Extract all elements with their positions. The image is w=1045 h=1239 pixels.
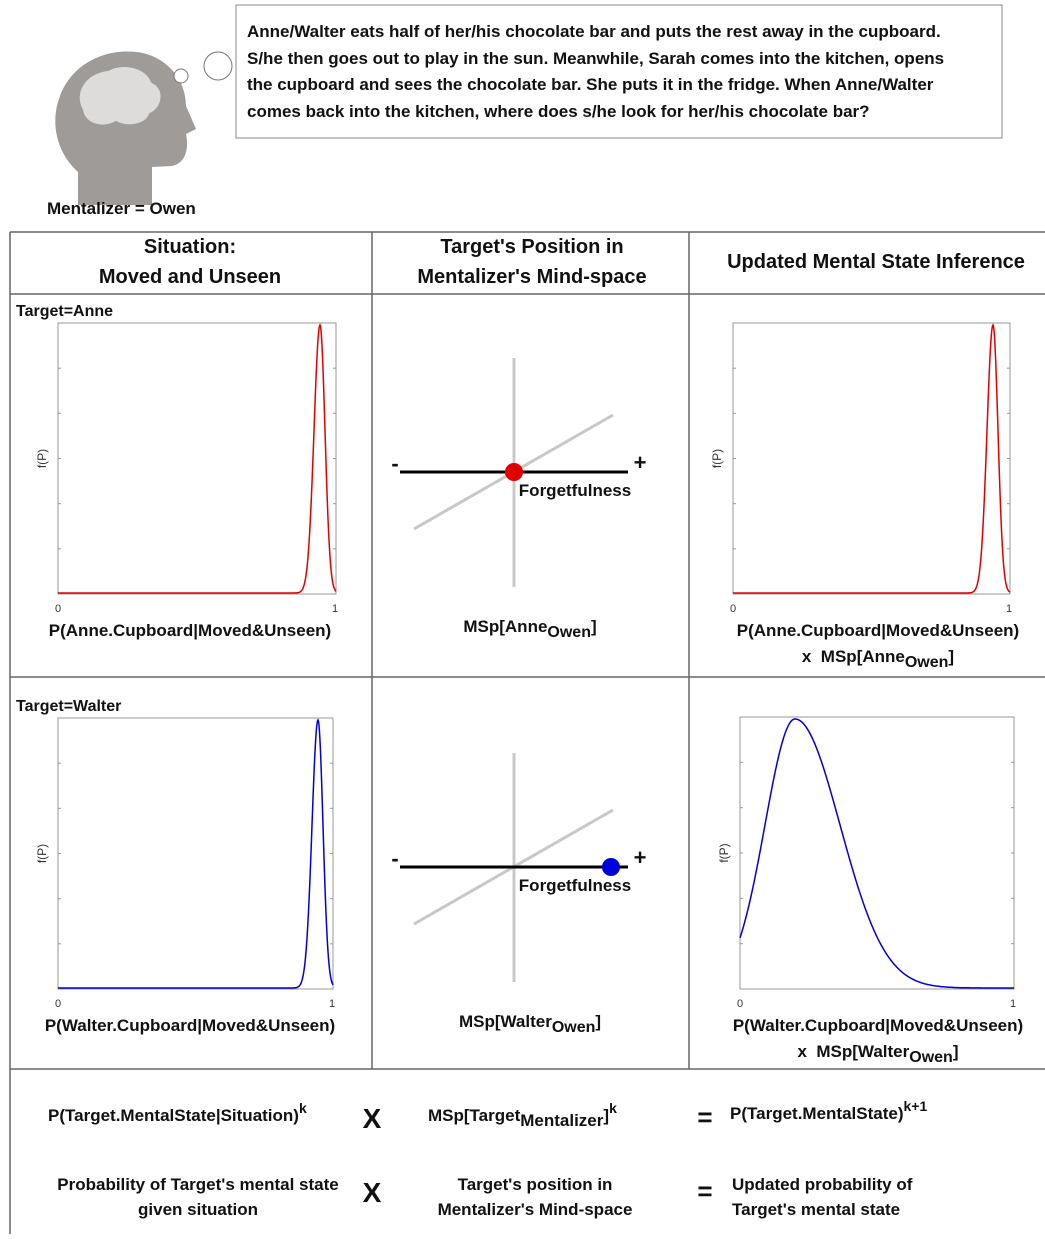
label-text: x MSp[Anne: [802, 647, 905, 666]
thought-bubble: [174, 69, 188, 83]
y-axis-label: f(P): [717, 843, 731, 862]
label-sub: Owen: [547, 624, 591, 641]
x-tick-label: 0: [55, 998, 61, 1010]
mentalizer-label: Mentalizer = Owen: [47, 199, 196, 218]
x-tick-label: 1: [1010, 998, 1016, 1010]
x-axis-label: P(Walter.Cupboard|Moved&Unseen): [45, 1016, 335, 1035]
label-text: MSp[Walter: [459, 1012, 552, 1031]
formula-times: X: [363, 1103, 382, 1134]
axis-plus: +: [634, 450, 647, 475]
target-label: Target=Anne: [16, 303, 113, 320]
axis-plus: +: [634, 845, 647, 870]
formula-text: MSp[Target: [428, 1106, 521, 1125]
formula-desc: Target's mental state: [732, 1200, 900, 1219]
x-tick-label: 1: [329, 998, 335, 1010]
label-sub: Owen: [909, 1049, 953, 1066]
formula-times: X: [363, 1177, 382, 1208]
formula-term: MSp[TargetMentalizer]k: [428, 1100, 617, 1130]
x-axis-label: x MSp[AnneOwen]: [802, 647, 954, 671]
x-tick-label: 0: [737, 998, 743, 1010]
plot-frame: [58, 718, 333, 989]
label-text: MSp[Anne: [463, 617, 547, 636]
story-line: comes back into the kitchen, where does …: [247, 102, 870, 121]
formula-term: P(Target.MentalState)k+1: [730, 1098, 927, 1123]
formula-text: P(Target.MentalState): [730, 1104, 904, 1123]
story-line: Anne/Walter eats half of her/his chocola…: [247, 22, 941, 41]
formula-sup: k+1: [904, 1098, 928, 1114]
formula-desc: given situation: [138, 1200, 258, 1219]
page: {"thought": {"story_lines": ["Anne/Walte…: [0, 0, 1045, 1239]
x-axis-label: P(Walter.Cupboard|Moved&Unseen): [733, 1016, 1023, 1035]
formula-text: P(Target.MentalState|Situation): [48, 1106, 299, 1125]
label-sub: Owen: [905, 654, 949, 671]
formula-desc: Mentalizer's Mind-space: [438, 1200, 633, 1219]
axis-label: Forgetfulness: [519, 481, 631, 500]
x-tick-label: 0: [55, 603, 61, 615]
axis-minus: -: [391, 451, 398, 476]
target-position: [602, 858, 620, 876]
plot-frame: [740, 717, 1014, 989]
x-tick-label: 0: [730, 603, 736, 615]
story-line: S/he then goes out to play in the sun. M…: [247, 49, 944, 68]
y-axis-label: f(P): [710, 449, 724, 468]
formula-equals: =: [697, 1102, 712, 1132]
axis-minus: -: [391, 846, 398, 871]
body: Anne/Walter eats half of her/his chocola…: [0, 0, 1045, 1239]
label-text: ]: [948, 647, 954, 666]
header: Mentalizer's Mind-space: [417, 266, 646, 288]
story-line: the cupboard and sees the chocolate bar.…: [247, 75, 934, 94]
plot-frame: [733, 323, 1010, 594]
x-axis-label: P(Anne.Cupboard|Moved&Unseen): [737, 621, 1019, 640]
header: Updated Mental State Inference: [727, 251, 1025, 273]
header: Target's Position in: [440, 236, 623, 258]
formula-equals: =: [697, 1176, 712, 1206]
y-axis-label: f(P): [35, 844, 49, 863]
target-label: Target=Walter: [16, 698, 121, 715]
label-text: ]: [591, 617, 597, 636]
header: Moved and Unseen: [99, 266, 281, 288]
formula-term: P(Target.MentalState|Situation)k: [48, 1100, 307, 1125]
label-text: x MSp[Walter: [797, 1042, 909, 1061]
x-tick-label: 1: [1006, 603, 1012, 615]
formula-desc: Updated probability of: [732, 1175, 913, 1194]
x-axis-label: x MSp[WalterOwen]: [797, 1042, 958, 1066]
mind-space-label: MSp[WalterOwen]: [459, 1012, 601, 1036]
x-axis-label: P(Anne.Cupboard|Moved&Unseen): [49, 621, 331, 640]
thought-bubble: [204, 52, 232, 80]
figure: Anne/Walter eats half of her/his chocola…: [0, 0, 1045, 1234]
mind-space-label: MSp[AnneOwen]: [463, 617, 596, 641]
axis-label: Forgetfulness: [519, 876, 631, 895]
label-sub: Owen: [552, 1019, 596, 1036]
formula-sup: k: [609, 1100, 617, 1116]
target-position: [505, 463, 523, 481]
formula-sup: k: [299, 1100, 307, 1116]
label-text: ]: [953, 1042, 959, 1061]
plot-frame: [58, 323, 336, 594]
formula-desc: Probability of Target's mental state: [57, 1175, 338, 1194]
y-axis-label: f(P): [35, 449, 49, 468]
formula-desc: Target's position in: [458, 1175, 613, 1194]
x-tick-label: 1: [332, 603, 338, 615]
formula-sub: Mentalizer: [520, 1111, 604, 1130]
header: Situation:: [144, 236, 236, 258]
label-text: ]: [595, 1012, 601, 1031]
